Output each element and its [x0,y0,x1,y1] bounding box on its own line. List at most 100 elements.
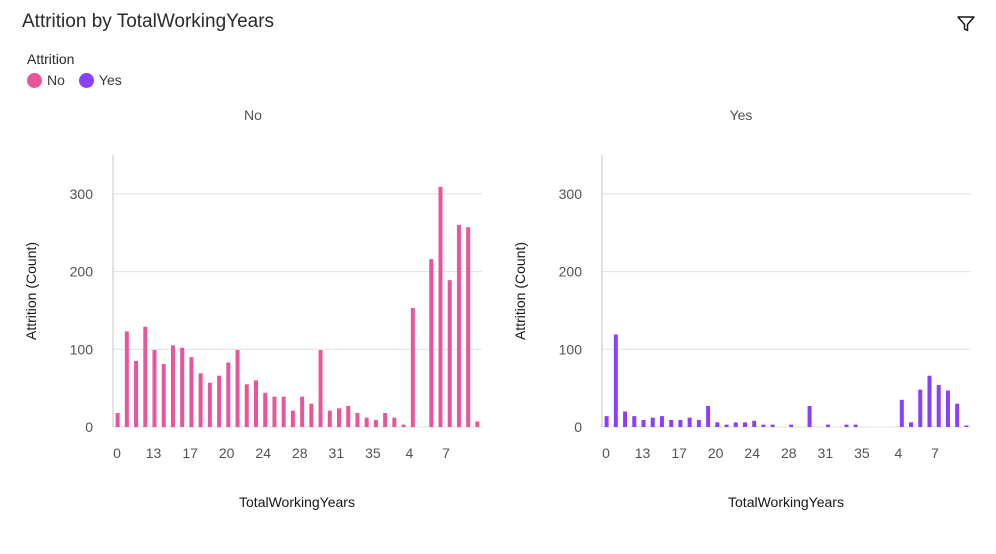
bar-no-38 [466,227,471,427]
bar-yes-3 [632,416,637,427]
x-tick-label-no-0: 0 [113,445,121,461]
bar-yes-27 [853,424,858,427]
bar-no-36 [447,280,452,427]
legend-item-no[interactable]: No [27,72,65,88]
bar-no-37 [456,224,461,427]
bar-yes-7 [669,420,674,427]
panel-title-yes: Yes [730,107,753,123]
bar-no-27 [364,417,369,427]
bar-yes-38 [955,403,960,427]
x-tick-label-no-3: 20 [219,445,235,461]
bar-no-28 [373,420,378,427]
bar-no-24 [337,408,342,427]
x-tick-label-yes-7: 35 [854,445,870,461]
bar-no-13 [235,350,240,427]
legend-swatch-no [27,72,42,88]
bar-no-35 [438,186,443,427]
x-tick-label-yes-4: 24 [744,445,760,461]
bar-yes-17 [761,424,766,427]
bar-yes-9 [687,417,692,427]
bar-no-5 [161,364,166,427]
bar-yes-36 [936,385,941,427]
y-tick-label-yes-0: 0 [574,419,582,435]
bar-yes-14 [733,422,738,427]
bar-yes-32 [899,399,904,427]
bar-yes-5 [650,417,655,427]
bar-yes-24 [826,424,831,427]
bar-no-11 [217,375,222,427]
filter-icon[interactable] [956,14,976,34]
panel-title-no: No [244,107,262,123]
bar-no-26 [355,413,360,427]
bar-no-7 [180,347,185,427]
bar-no-34 [429,259,434,427]
y-tick-label-no-0: 0 [85,419,93,435]
bar-no-32 [410,308,415,427]
bar-no-21 [309,403,314,427]
x-tick-label-no-7: 35 [365,445,381,461]
bar-no-14 [244,384,249,427]
bar-yes-39 [964,425,969,427]
legend-title: Attrition [27,51,75,67]
bar-no-2 [134,360,139,427]
bar-yes-4 [641,420,646,427]
bar-no-1 [124,331,129,427]
x-tick-label-no-2: 17 [182,445,198,461]
legend-label-no: No [47,72,65,88]
bar-yes-6 [659,416,664,427]
bar-yes-10 [696,420,701,427]
x-tick-label-yes-3: 20 [708,445,724,461]
x-axis-title-no: TotalWorkingYears [239,494,355,510]
x-tick-label-yes-0: 0 [602,445,610,461]
bar-yes-35 [927,375,932,427]
x-tick-label-no-6: 31 [329,445,345,461]
bar-no-31 [401,424,406,427]
bar-yes-1 [613,334,618,427]
x-tick-label-yes-5: 28 [781,445,797,461]
bar-yes-8 [678,420,683,427]
bar-no-10 [207,382,212,427]
y-tick-label-no-3: 300 [70,186,94,202]
y-axis-title-yes: Attrition (Count) [512,242,528,340]
x-tick-label-no-1: 13 [146,445,162,461]
bar-no-15 [253,380,258,427]
bar-no-0 [115,413,120,427]
legend-swatch-yes [78,72,94,88]
x-tick-label-yes-8: 4 [895,445,903,461]
y-tick-label-yes-1: 100 [559,341,583,357]
bar-no-30 [392,417,397,427]
x-tick-label-yes-9: 7 [931,445,939,461]
bar-no-3 [143,326,148,427]
bar-no-23 [327,410,332,427]
bar-no-17 [272,396,277,427]
bar-yes-2 [623,411,628,427]
x-tick-label-no-4: 24 [255,445,271,461]
bar-yes-20 [789,424,794,427]
bar-yes-33 [909,422,914,427]
bar-no-12 [226,362,231,427]
bar-yes-34 [918,389,923,427]
x-tick-label-no-5: 28 [292,445,308,461]
x-axis-title-yes: TotalWorkingYears [728,494,844,510]
y-tick-label-no-1: 100 [70,341,94,357]
bar-no-39 [475,421,480,427]
y-axis-title-no: Attrition (Count) [23,242,39,340]
bar-yes-16 [752,420,757,427]
x-tick-label-no-9: 7 [442,445,450,461]
x-tick-label-yes-2: 17 [671,445,687,461]
bar-no-29 [383,413,388,427]
bar-no-25 [346,406,351,427]
y-tick-label-yes-2: 200 [559,264,583,280]
bar-no-8 [189,357,194,427]
bar-yes-18 [770,424,775,427]
x-tick-label-no-8: 4 [406,445,414,461]
bar-no-4 [152,350,157,427]
bar-no-16 [263,392,268,427]
legend: No Yes [27,72,136,88]
legend-item-yes[interactable]: Yes [78,72,122,88]
bar-no-20 [300,396,305,427]
bar-no-9 [198,373,203,427]
bar-no-22 [318,350,323,427]
bar-yes-26 [844,424,849,427]
